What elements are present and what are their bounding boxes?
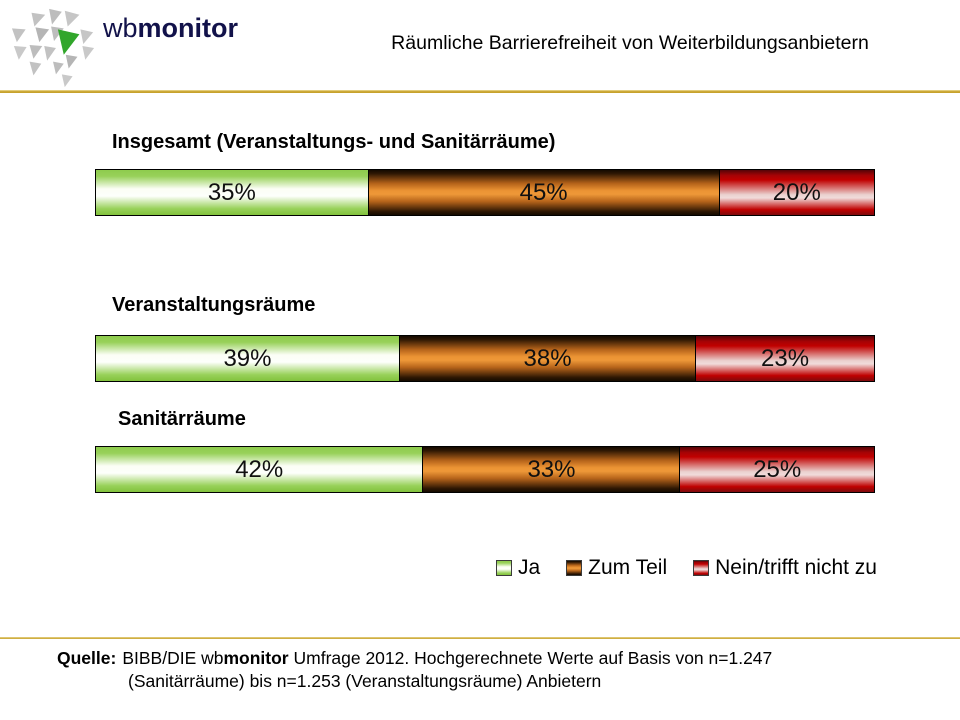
stacked-bar-veranstaltungsraeume: 39% 38% 23% [95,335,877,382]
wbmonitor-wordmark: wbmonitor [103,13,238,44]
value-label: 20% [772,178,821,206]
value-label: 35% [207,178,256,206]
legend-label: Ja [517,556,541,579]
bar-segment-zum-teil: 38% [398,335,697,382]
bar-segment-nein: 20% [718,169,875,216]
bar-segment-ja: 35% [95,169,369,216]
legend-label: Zum Teil [588,556,668,579]
bar-segment-nein: 23% [695,335,875,382]
value-label: 45% [519,178,568,206]
footer-divider [0,637,960,639]
source-text-post: Umfrage 2012. Hochgerechnete Werte auf B… [288,648,773,668]
source-line-1: Quelle: BIBB/DIE wbmonitor Umfrage 2012. … [57,648,772,669]
legend-swatch-green-icon [495,560,512,576]
value-label: 23% [761,344,810,372]
bar-segment-ja: 39% [95,335,400,382]
legend-item-zum-teil: Zum Teil [566,556,667,580]
stacked-bar-sanitaerraeume: 42% 33% 25% [95,446,877,493]
source-line-2: (Sanitärräume) bis n=1.253 (Veranstaltun… [128,671,602,691]
value-label: 38% [523,344,572,372]
header-divider [0,90,960,93]
value-label: 39% [223,344,272,372]
legend-item-ja: Ja [495,556,541,580]
value-label: 42% [235,455,284,483]
category-label-veranstaltungsraeume: Veranstaltungsräume [112,294,316,316]
legend-label: Nein/trifft nicht zu [715,556,877,579]
legend-swatch-red-icon [693,560,710,576]
wordmark-monitor: monitor [137,13,239,43]
category-label-insgesamt: Insgesamt (Veranstaltungs- und Sanitärrä… [112,131,556,153]
legend-item-nein: Nein/trifft nicht zu [693,556,877,580]
source-text-monitor: monitor [223,648,289,668]
wordmark-wb: wb [103,13,138,43]
wbmonitor-logo-icon [11,8,95,88]
category-label-sanitaerraeume: Sanitärräume [118,408,246,430]
source-text-pre: BIBB/DIE wb [122,648,224,668]
bar-segment-zum-teil: 45% [367,169,720,216]
bar-segment-nein: 25% [679,446,875,493]
value-label: 33% [527,455,576,483]
value-label: 25% [753,455,802,483]
bar-segment-zum-teil: 33% [422,446,681,493]
page-title: Räumliche Barrierefreiheit von Weiterbil… [391,32,869,54]
bar-segment-ja: 42% [95,446,424,493]
stacked-bar-insgesamt: 35% 45% 20% [95,169,877,216]
legend-swatch-orange-icon [566,560,583,576]
chart-legend: Ja Zum Teil Nein/trifft nicht zu [495,556,877,580]
source-label: Quelle: [57,648,117,668]
